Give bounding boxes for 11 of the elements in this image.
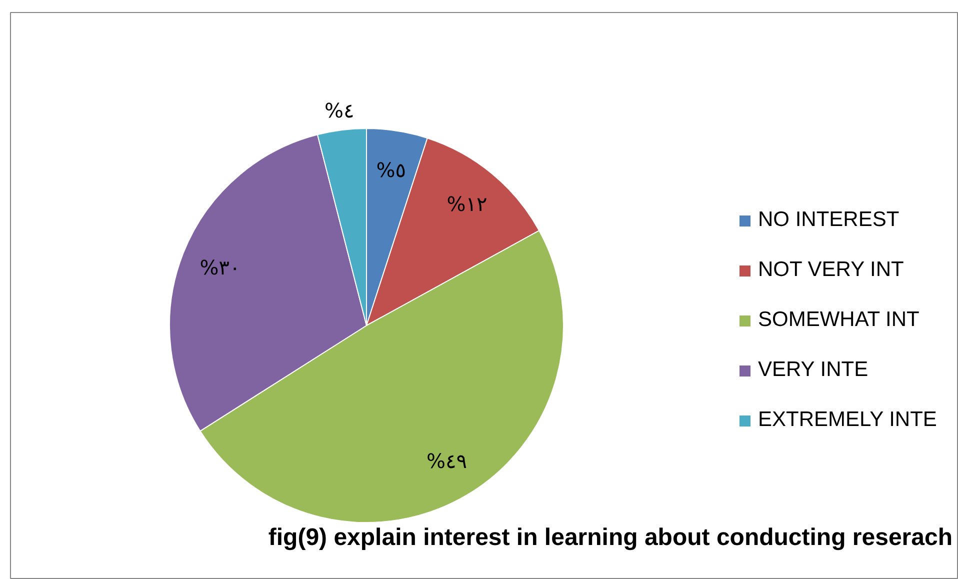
- legend-label: VERY INTE: [758, 358, 868, 382]
- data-label: %٤٩: [426, 449, 467, 474]
- legend-label: NOT VERY INT: [758, 258, 904, 282]
- data-label: %٤: [324, 98, 354, 123]
- legend-label: EXTREMELY INTE: [758, 408, 937, 432]
- legend-label: SOMEWHAT INT: [758, 308, 920, 332]
- data-label: %١٢: [446, 192, 488, 216]
- data-label: %٣٠: [200, 255, 240, 280]
- legend-label: NO INTEREST: [758, 208, 900, 232]
- text: fig(9) explain interest in learning about conducting reserach: [268, 524, 953, 551]
- data-label: %٥: [376, 158, 406, 182]
